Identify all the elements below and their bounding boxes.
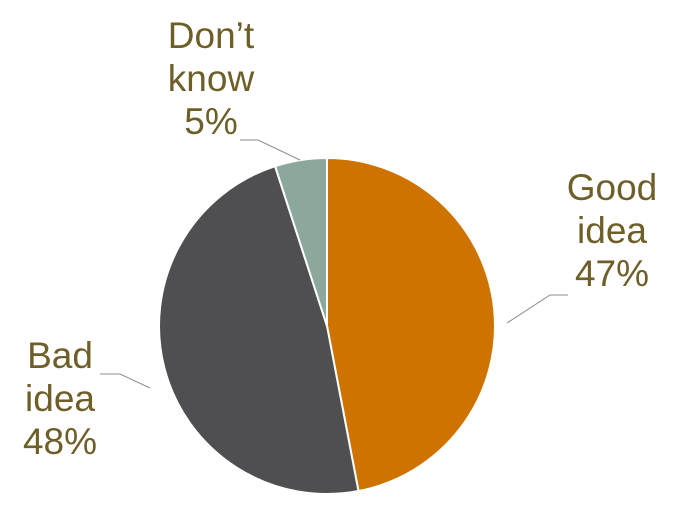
leader-line-good-idea [506, 294, 568, 324]
pie-slice-bad-idea [158, 164, 360, 495]
slice-category-label: Don’t [168, 15, 255, 56]
pie-slices [158, 156, 496, 495]
leader-line-bad-idea [100, 373, 151, 389]
slice-value-label: 48% [23, 421, 97, 462]
slice-label-bad-idea: Bad idea 48% [23, 335, 97, 462]
pie-slice-good-idea [326, 156, 496, 493]
slice-category-label: know [168, 58, 255, 99]
leader-line-dont-know [240, 139, 301, 161]
slice-labels: Good idea 47%Bad idea 48%Don’t know 5% [23, 15, 657, 462]
pie-slice-dont-know [273, 156, 328, 327]
slice-category-label: idea [25, 378, 95, 419]
slice-value-label: 5% [184, 101, 237, 142]
slice-category-label: Good [567, 167, 658, 208]
slice-category-label: idea [577, 210, 647, 251]
slice-label-dont-know: Don’t know 5% [168, 15, 255, 142]
slice-label-good-idea: Good idea 47% [567, 167, 658, 294]
slice-category-label: Bad [27, 335, 93, 376]
slice-value-label: 47% [575, 253, 649, 294]
leader-lines [100, 139, 568, 389]
